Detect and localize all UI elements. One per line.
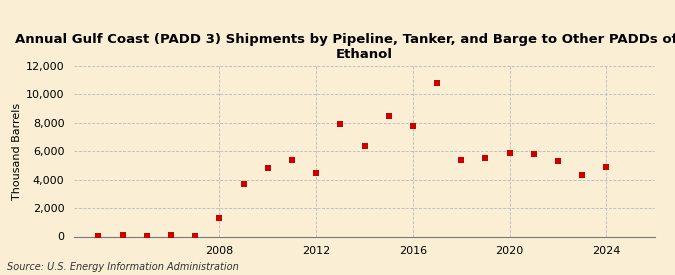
Point — [383, 114, 394, 118]
Point — [408, 123, 418, 128]
Point — [287, 158, 298, 162]
Point — [93, 234, 104, 239]
Point — [432, 81, 443, 85]
Point — [190, 234, 200, 238]
Point — [117, 233, 128, 237]
Point — [359, 143, 370, 148]
Point — [310, 170, 321, 175]
Point — [504, 150, 515, 155]
Point — [601, 165, 612, 169]
Point — [165, 233, 176, 237]
Point — [142, 234, 153, 239]
Point — [553, 159, 564, 163]
Y-axis label: Thousand Barrels: Thousand Barrels — [11, 103, 22, 200]
Text: Source: U.S. Energy Information Administration: Source: U.S. Energy Information Administ… — [7, 262, 238, 272]
Point — [335, 122, 346, 127]
Point — [529, 152, 539, 156]
Title: Annual Gulf Coast (PADD 3) Shipments by Pipeline, Tanker, and Barge to Other PAD: Annual Gulf Coast (PADD 3) Shipments by … — [15, 33, 675, 61]
Point — [263, 166, 273, 170]
Point — [456, 158, 466, 162]
Point — [577, 173, 588, 178]
Point — [480, 156, 491, 161]
Point — [214, 216, 225, 220]
Point — [238, 182, 249, 186]
